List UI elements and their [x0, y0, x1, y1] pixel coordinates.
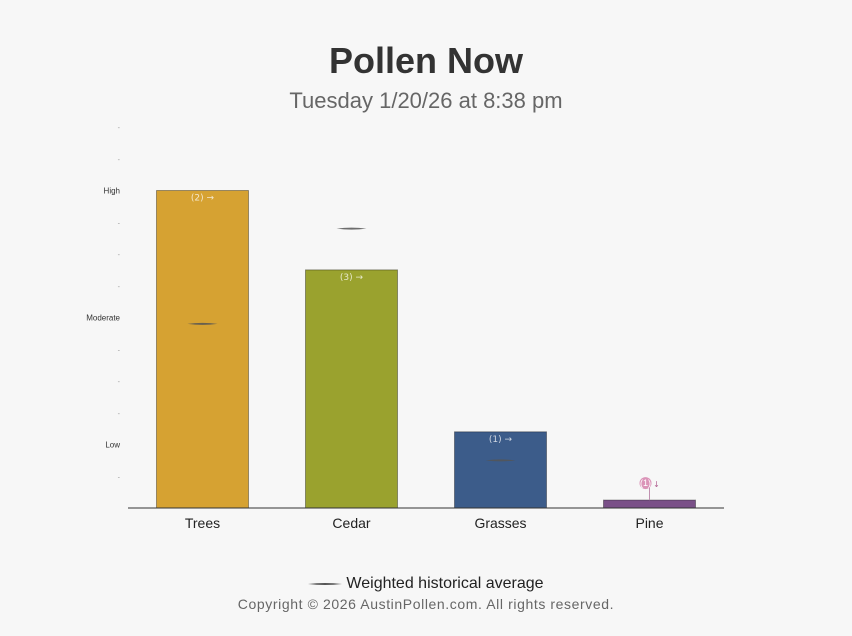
bar-count-label: (3) → — [340, 273, 364, 283]
y-tick-label: - — [118, 379, 121, 386]
y-tick-label: High — [104, 187, 120, 196]
x-category-label: Pine — [635, 515, 663, 531]
copyright-notice: Copyright © 2026 AustinPollen.com. All r… — [237, 596, 615, 612]
y-tick-label: Moderate — [86, 314, 120, 323]
bar-cedar[interactable] — [305, 269, 398, 509]
y-tick-label: - — [118, 220, 121, 227]
y-tick-label: - — [118, 252, 121, 259]
historical-average-marker — [485, 459, 516, 462]
x-category-label: Trees — [185, 515, 220, 531]
chart-subtitle: Tuesday 1/20/26 at 8:38 pm — [289, 88, 563, 113]
bar-count-label: (2) → — [191, 194, 215, 204]
historical-average-legend-swatch — [308, 582, 343, 585]
bar-trees[interactable] — [156, 190, 249, 509]
chart-title: Pollen Now — [328, 40, 523, 81]
x-category-label: Cedar — [332, 515, 370, 531]
legend-label: Weighted historical average — [346, 575, 544, 592]
bar-count-label: (1) — [640, 478, 651, 488]
bar-pine[interactable] — [603, 499, 696, 509]
y-tick-label: - — [118, 347, 121, 354]
trend-down-icon: ↓ — [653, 480, 660, 489]
bar-label-badge — [639, 477, 652, 490]
historical-average-marker — [187, 322, 218, 325]
y-tick-label: Low — [105, 441, 120, 450]
x-category-label: Grasses — [474, 515, 526, 531]
y-tick-label: - — [118, 411, 121, 418]
y-tick-label: - — [118, 284, 121, 291]
bar-grasses[interactable] — [454, 431, 547, 509]
y-tick-label: - — [118, 157, 121, 164]
bar-count-label: (1) → — [489, 435, 513, 445]
y-tick-label: - — [118, 125, 121, 132]
historical-average-marker — [336, 227, 367, 230]
y-tick-label: - — [118, 474, 121, 481]
chart-legend[interactable]: Weighted historical average — [0, 574, 852, 594]
